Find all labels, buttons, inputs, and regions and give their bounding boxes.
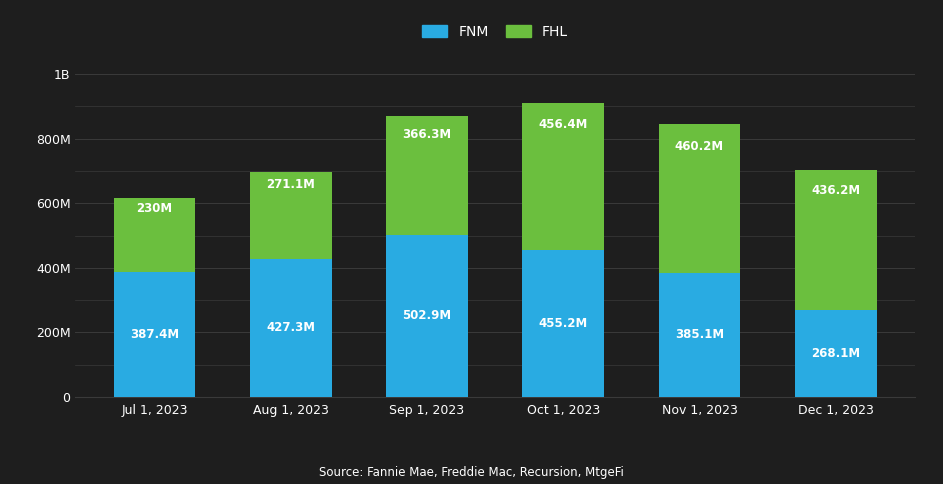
Bar <box>795 310 877 397</box>
Bar <box>113 272 195 397</box>
Text: 385.1M: 385.1M <box>675 328 724 341</box>
Bar <box>658 272 740 397</box>
Text: 268.1M: 268.1M <box>811 347 860 360</box>
Legend: FNM, FHL: FNM, FHL <box>416 17 574 45</box>
Text: 436.2M: 436.2M <box>811 184 860 197</box>
Bar <box>250 171 332 259</box>
Text: 387.4M: 387.4M <box>130 328 179 341</box>
Text: Source: Fannie Mae, Freddie Mac, Recursion, MtgeFi: Source: Fannie Mae, Freddie Mac, Recursi… <box>319 466 624 479</box>
Text: 502.9M: 502.9M <box>403 309 452 322</box>
Bar <box>658 124 740 272</box>
Text: 230M: 230M <box>137 202 173 215</box>
Text: 460.2M: 460.2M <box>675 140 724 153</box>
Text: 455.2M: 455.2M <box>538 317 587 330</box>
Text: 366.3M: 366.3M <box>403 128 452 141</box>
Text: 456.4M: 456.4M <box>538 118 587 131</box>
Bar <box>386 235 468 397</box>
Bar <box>522 250 604 397</box>
Bar <box>250 259 332 397</box>
Text: 427.3M: 427.3M <box>266 321 315 334</box>
Bar <box>113 197 195 272</box>
Bar <box>386 117 468 235</box>
Bar <box>795 169 877 310</box>
Text: 271.1M: 271.1M <box>266 178 315 191</box>
Bar <box>522 103 604 250</box>
